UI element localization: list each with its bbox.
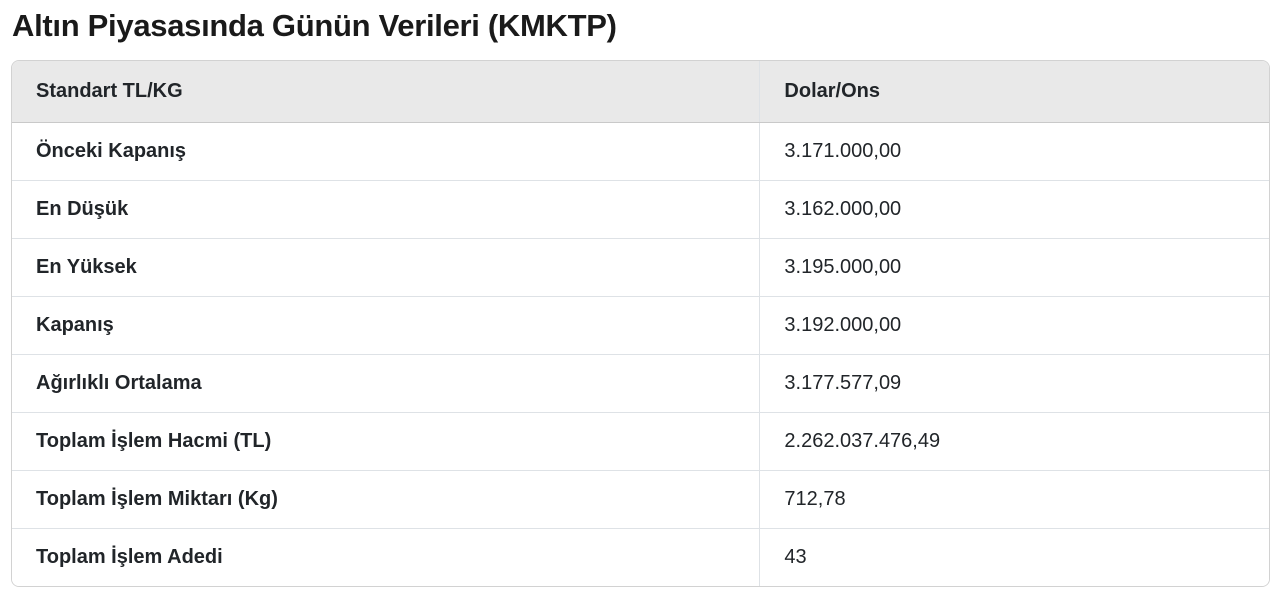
row-label: Toplam İşlem Miktarı (Kg)	[12, 470, 760, 529]
header-row: Standart TL/KG Dolar/Ons	[12, 61, 1269, 123]
table-row: Toplam İşlem Adedi 43	[12, 528, 1269, 586]
row-label: Kapanış	[12, 296, 760, 355]
row-value: 3.195.000,00	[759, 238, 1269, 297]
row-label: En Yüksek	[12, 238, 760, 297]
table-row: En Yüksek 3.195.000,00	[12, 238, 1269, 297]
row-label: En Düşük	[12, 180, 760, 239]
row-value: 3.177.577,09	[759, 354, 1269, 413]
row-value: 43	[759, 528, 1269, 586]
table-row: En Düşük 3.162.000,00	[12, 180, 1269, 239]
page-title: Altın Piyasasında Günün Verileri (KMKTP)	[12, 8, 617, 43]
table-body: Önceki Kapanış 3.171.000,00 En Düşük 3.1…	[12, 122, 1269, 586]
table-row: Önceki Kapanış 3.171.000,00	[12, 122, 1269, 181]
gold-market-table-container: Standart TL/KG Dolar/Ons Önceki Kapanış …	[11, 60, 1270, 587]
row-value: 712,78	[759, 470, 1269, 529]
row-label: Ağırlıklı Ortalama	[12, 354, 760, 413]
table-row: Toplam İşlem Hacmi (TL) 2.262.037.476,49	[12, 412, 1269, 471]
column-header-dolar-ons: Dolar/Ons	[759, 61, 1269, 123]
page: Altın Piyasasında Günün Verileri (KMKTP)…	[11, 8, 1270, 587]
row-value: 2.262.037.476,49	[759, 412, 1269, 471]
row-value: 3.171.000,00	[759, 122, 1269, 181]
table-row: Kapanış 3.192.000,00	[12, 296, 1269, 355]
row-value: 3.192.000,00	[759, 296, 1269, 355]
row-label: Önceki Kapanış	[12, 122, 760, 181]
table-header: Standart TL/KG Dolar/Ons	[12, 61, 1269, 123]
column-header-standart-tl-kg: Standart TL/KG	[12, 61, 760, 123]
gold-market-table: Standart TL/KG Dolar/Ons Önceki Kapanış …	[12, 61, 1269, 586]
table-row: Ağırlıklı Ortalama 3.177.577,09	[12, 354, 1269, 413]
table-row: Toplam İşlem Miktarı (Kg) 712,78	[12, 470, 1269, 529]
row-value: 3.162.000,00	[759, 180, 1269, 239]
row-label: Toplam İşlem Hacmi (TL)	[12, 412, 760, 471]
row-label: Toplam İşlem Adedi	[12, 528, 760, 586]
